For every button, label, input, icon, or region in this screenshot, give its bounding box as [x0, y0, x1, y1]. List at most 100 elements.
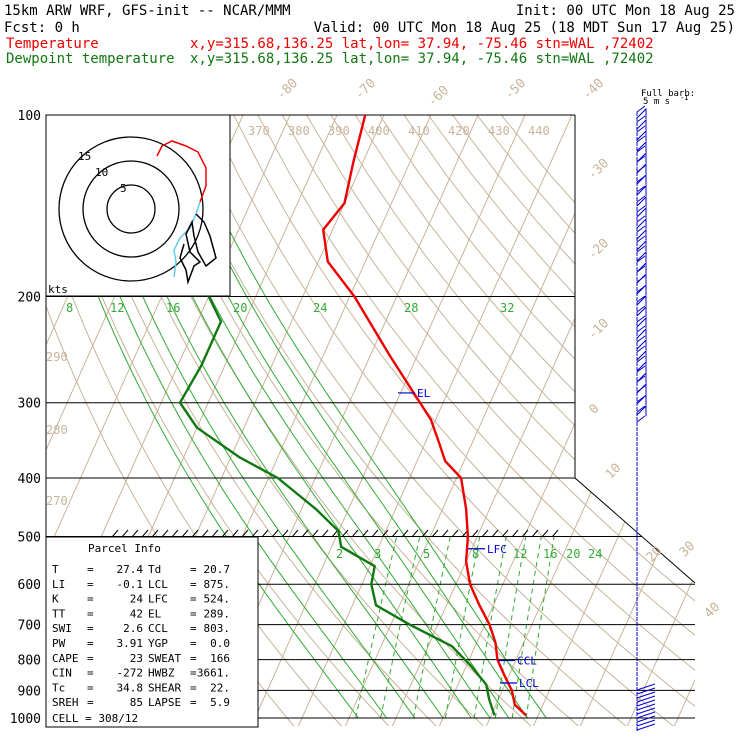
- dry-adiabat: [257, 115, 695, 726]
- parcel-eq: =: [87, 637, 94, 650]
- theta-label: 280: [46, 423, 68, 437]
- theta-label: 380: [288, 124, 310, 138]
- isotherm: [624, 115, 695, 726]
- parcel-key: LCL: [148, 578, 168, 591]
- theta-label: 420: [448, 124, 470, 138]
- isotherm: [671, 115, 695, 726]
- parcel-eq: =: [190, 578, 197, 591]
- isotherm-label: -20: [585, 236, 612, 263]
- moist-adiabat: [206, 220, 529, 719]
- dewpoint-location: x,y=315.68,136.25 lat,lon= 37.94, -75.46…: [190, 51, 654, 67]
- mixing-ratio-line: [355, 536, 398, 719]
- mixing-ratio-label: 16: [543, 547, 557, 561]
- dewpoint-profile: [165, 115, 496, 716]
- mixing-ratio-label: 8: [472, 547, 479, 561]
- theta-label: 440: [528, 124, 550, 138]
- mixing-ratio-label: 24: [588, 547, 602, 561]
- hodo-trace-red: [156, 140, 207, 203]
- forecast-hour: Fcst: 0 h: [4, 20, 80, 36]
- dry-adiabat: [354, 115, 695, 726]
- parcel-eq: =: [190, 593, 197, 606]
- temperature-profile: [322, 115, 527, 717]
- theta-label: 390: [328, 124, 350, 138]
- pressure-tick-label: 900: [18, 684, 41, 699]
- dry-adiabat: [62, 115, 442, 726]
- isotherm: [530, 115, 695, 726]
- isotherm: [295, 115, 585, 726]
- moist-adiabat: [156, 220, 472, 719]
- isotherm-label: 30: [677, 539, 699, 561]
- isotherm-label: -50: [502, 76, 529, 103]
- level-marker-label: EL: [417, 387, 431, 400]
- moist-adiabat: [110, 221, 416, 719]
- mixing-ratio-label: 28: [404, 301, 418, 315]
- dewpoint-legend: Dewpoint temperature: [6, 51, 175, 67]
- parcel-value: 289.: [204, 607, 231, 620]
- isotherm-label: 40: [702, 600, 724, 622]
- parcel-key: YGP: [148, 637, 168, 650]
- parcel-key: Td: [148, 563, 161, 576]
- init-time: Init: 00 UTC Mon 18 Aug 25: [516, 3, 735, 19]
- parcel-key: K: [52, 593, 59, 606]
- mixing-ratio-label: 16: [166, 301, 180, 315]
- dry-adiabat: [87, 115, 489, 726]
- parcel-key: SHEAR: [148, 681, 181, 694]
- dry-adiabat: [160, 115, 632, 726]
- pressure-tick-label: 1000: [10, 712, 41, 727]
- parcel-key: TT: [52, 607, 66, 620]
- parcel-info-title: Parcel Info: [88, 542, 161, 555]
- theta-label: 400: [368, 124, 390, 138]
- parcel-key: SWI: [52, 622, 72, 635]
- parcel-value: 85: [130, 696, 143, 709]
- parcel-key: PW: [52, 637, 66, 650]
- isotherm-label: 20: [644, 544, 666, 566]
- hodo-ring-10-label: 10: [95, 166, 108, 179]
- model-title: 15km ARW WRF, GFS-init -- NCAR/MMM: [4, 3, 291, 19]
- parcel-value: 27.4: [117, 563, 144, 576]
- isotherm-label: -80: [274, 76, 301, 103]
- isotherm-label: -40: [580, 76, 607, 103]
- isotherm-label: -70: [352, 76, 379, 103]
- mixing-ratio-label: 8: [66, 301, 73, 315]
- parcel-key: HWBZ: [148, 667, 175, 680]
- moist-adiabat: [172, 220, 491, 719]
- isotherm-label: -10: [585, 316, 612, 343]
- parcel-value: 0.0: [210, 637, 230, 650]
- dry-adiabat: [330, 115, 695, 726]
- parcel-eq: =: [190, 696, 197, 709]
- parcel-value: 23: [130, 652, 143, 665]
- parcel-eq: =: [190, 563, 197, 576]
- mixing-ratio-line: [444, 536, 481, 719]
- temperature-location: x,y=315.68,136.25 lat,lon= 37.94, -75.46…: [190, 36, 654, 52]
- dry-adiabat: [427, 115, 695, 726]
- mixing-ratio-label: 2: [336, 547, 343, 561]
- theta-label: 370: [248, 124, 270, 138]
- isotherm: [577, 115, 695, 726]
- dry-adiabat: [452, 115, 695, 726]
- mixing-ratio-label: 20: [566, 547, 580, 561]
- dry-adiabat: [281, 115, 695, 726]
- parcel-value: 2.6: [123, 622, 143, 635]
- dry-adiabat: [233, 115, 695, 726]
- mixing-ratio-label: 20: [233, 301, 247, 315]
- isotherm: [436, 115, 695, 726]
- parcel-eq: =: [190, 637, 197, 650]
- theta-label: 410: [408, 124, 430, 138]
- parcel-value: -0.1: [117, 578, 144, 591]
- parcel-eq: =: [190, 667, 197, 680]
- parcel-eq: =: [190, 607, 197, 620]
- parcel-key: CIN: [52, 667, 72, 680]
- level-annotations: EL LFC CCL LCL: [398, 387, 539, 690]
- theta-label: 290: [46, 350, 68, 364]
- mixing-ratio-line: [494, 536, 527, 719]
- dry-adiabat: [306, 115, 695, 726]
- parcel-eq: =: [190, 681, 197, 694]
- parcel-eq: =: [87, 622, 94, 635]
- parcel-value: 524.: [204, 593, 231, 606]
- parcel-key: LI: [52, 578, 65, 591]
- barb-legend-line1: Full barb:: [641, 89, 695, 99]
- parcel-key: CCL: [148, 622, 168, 635]
- parcel-value: -272: [117, 667, 144, 680]
- temperature-legend: Temperature: [6, 36, 99, 52]
